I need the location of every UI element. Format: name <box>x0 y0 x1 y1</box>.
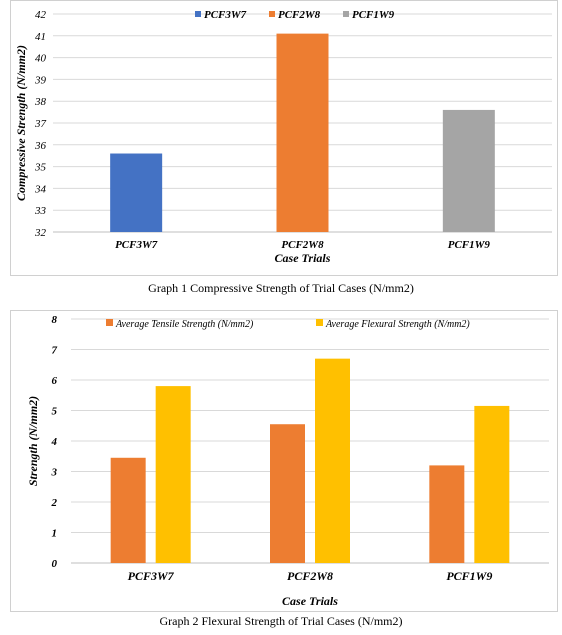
bar-tensile-pcf1w9 <box>429 465 465 563</box>
y-tick-label: 42 <box>35 9 47 21</box>
y-tick-label: 5 <box>52 406 58 418</box>
y-tick-label: 7 <box>52 345 58 357</box>
y-tick-label: 39 <box>34 74 47 86</box>
y-axis-title: Compressive Strength (N/mm2) <box>14 45 28 201</box>
flexural-strength-chart: 0 1 2 3 4 5 6 7 8 PCF3W7 PCF2W8 PCF1W9 Case Trials St… <box>26 314 549 608</box>
legend-label: Average Tensile Strength (N/mm2) <box>115 319 254 330</box>
y-tick-label: 2 <box>51 497 58 509</box>
y-tick-label: 38 <box>34 96 47 108</box>
y-tick-label: 32 <box>34 227 47 239</box>
y-tick-label: 1 <box>52 528 58 540</box>
y-tick-label: 3 <box>51 467 58 479</box>
legend-swatch <box>316 319 323 326</box>
legend-swatch <box>269 11 275 17</box>
bar-tensile-pcf2w8 <box>270 424 305 563</box>
y-tick-label: 34 <box>34 183 47 195</box>
bar-pcf2w8 <box>276 33 329 233</box>
bar-pcf1w9 <box>442 109 495 232</box>
legend-label: PCF1W9 <box>352 9 395 21</box>
compressive-strength-chart: 32 33 34 35 36 37 38 39 40 41 42 PCF3W7 PCF2W8 PCF1W9… <box>14 9 552 265</box>
y-axis-title: Strength (N/mm2) <box>26 396 40 486</box>
legend-label: PCF3W7 <box>204 9 247 21</box>
x-axis-title: Case Trials <box>282 594 338 608</box>
y-tick-label: 4 <box>51 436 58 448</box>
y-tick-label: 36 <box>34 140 47 152</box>
legend-swatch <box>106 319 113 326</box>
legend-swatch <box>195 11 201 17</box>
bar-pcf3w7 <box>110 153 163 232</box>
y-tick-label: 33 <box>34 205 47 217</box>
x-tick-label: PCF2W8 <box>281 239 324 251</box>
y-tick-label: 37 <box>34 118 47 130</box>
chart-2-caption: Graph 2 Flexural Strength of Trial Cases… <box>159 614 403 628</box>
x-tick-label: PCF3W7 <box>128 569 175 583</box>
x-tick-label: PCF2W8 <box>287 569 333 583</box>
y-tick-label: 41 <box>35 31 46 43</box>
y-tick-label: 6 <box>52 375 58 387</box>
x-tick-label: PCF3W7 <box>115 239 158 251</box>
x-axis-title: Case Trials <box>275 251 331 265</box>
y-tick-label: 40 <box>35 53 47 65</box>
x-tick-label: PCF1W9 <box>448 239 491 251</box>
chart-1-caption: Graph 1 Compressive Strength of Trial Ca… <box>148 281 414 295</box>
bar-flexural-pcf1w9 <box>474 405 510 563</box>
compressive-strength-chart-panel: 32 33 34 35 36 37 38 39 40 41 42 PCF3W7 PCF2W8 PCF1W9… <box>10 0 558 276</box>
legend-label: Average Flexural Strength (N/mm2) <box>325 319 470 330</box>
bar-flexural-pcf3w7 <box>155 386 191 563</box>
x-tick-label: PCF1W9 <box>446 569 492 583</box>
bar-tensile-pcf3w7 <box>110 457 146 563</box>
y-tick-label: 0 <box>52 558 58 570</box>
flexural-strength-chart-panel: 0 1 2 3 4 5 6 7 8 PCF3W7 PCF2W8 PCF1W9 Case Trials St… <box>10 310 558 612</box>
legend-swatch <box>343 11 349 17</box>
bar-flexural-pcf2w8 <box>315 358 350 563</box>
y-tick-label: 8 <box>52 314 58 326</box>
y-tick-label: 35 <box>34 162 47 174</box>
legend-label: PCF2W8 <box>278 9 321 21</box>
